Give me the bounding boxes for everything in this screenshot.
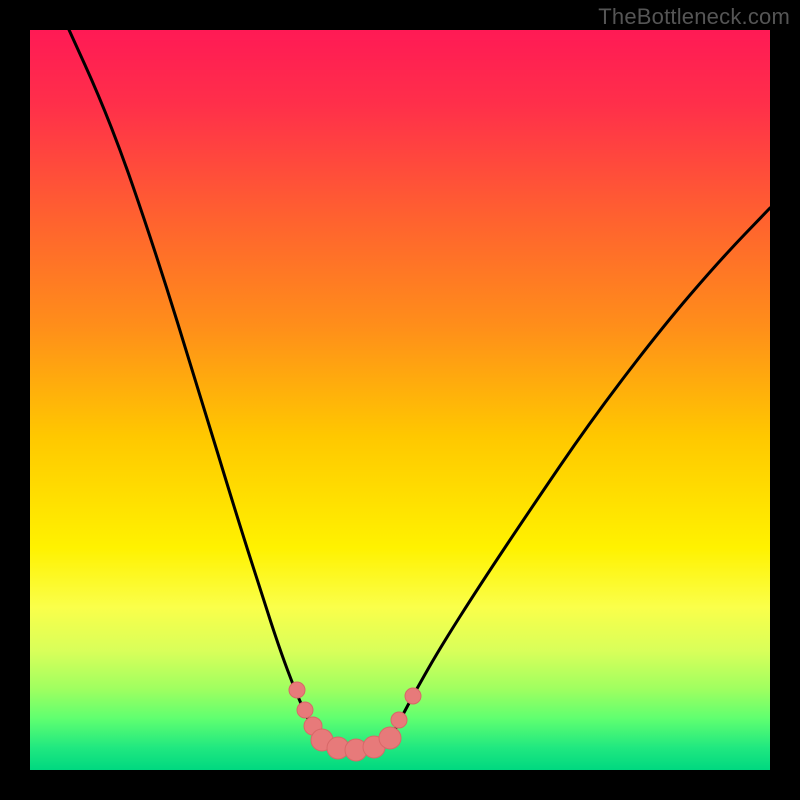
marker-point (405, 688, 421, 704)
marker-point (289, 682, 305, 698)
watermark-text: TheBottleneck.com (598, 4, 790, 30)
chart-container: TheBottleneck.com (0, 0, 800, 800)
marker-point (379, 727, 401, 749)
marker-point (391, 712, 407, 728)
marker-point (297, 702, 313, 718)
chart-svg (0, 0, 800, 800)
plot-background-gradient (30, 30, 770, 770)
